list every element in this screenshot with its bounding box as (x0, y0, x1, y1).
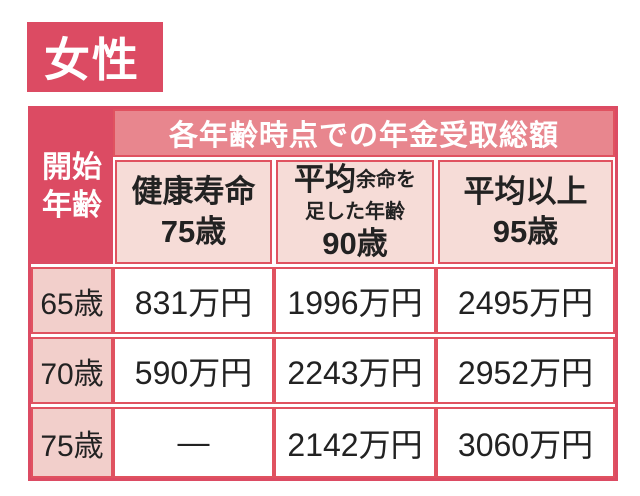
value-75-average: 2142万円 (274, 407, 436, 478)
row-age-65: 65歳 (31, 267, 113, 334)
value-70-above: 2952万円 (436, 337, 615, 404)
value-70-healthy: 590万円 (113, 337, 274, 404)
column-header-age: 75歳 (160, 214, 227, 249)
column-header-title-small2: 足した年齢 (305, 201, 405, 223)
column-header-title-big: 平均 (294, 161, 356, 197)
column-header-healthy-life-75: 健康寿命 75歳 (115, 160, 272, 264)
column-header-age: 95歳 (492, 214, 559, 249)
value-65-average: 1996万円 (274, 267, 436, 334)
value-75-above: 3060万円 (436, 407, 615, 478)
column-header-title: 平均以上 (463, 173, 588, 209)
value-65-healthy: 831万円 (113, 267, 274, 334)
column-header-title-small: 余命を (356, 168, 416, 191)
pension-table: 開始 年齢 各年齢時点での年金受取総額 健康寿命 75歳 平均 余命を 足した年齢… (28, 106, 618, 481)
row-age-70: 70歳 (31, 337, 113, 404)
start-age-header: 開始 年齢 (31, 109, 113, 264)
gender-badge-female: 女性 (27, 22, 163, 92)
value-65-above: 2495万円 (436, 267, 615, 334)
gender-badge-label: 女性 (44, 34, 140, 86)
column-header-above-average-95: 平均以上 95歳 (438, 160, 613, 264)
table-group-header: 各年齢時点での年金受取総額 (113, 109, 615, 157)
value-75-healthy: — (113, 407, 274, 478)
row-age-75: 75歳 (31, 407, 113, 478)
column-header-title: 健康寿命 (131, 173, 256, 209)
column-header-age: 90歳 (322, 226, 388, 261)
value-70-average: 2243万円 (274, 337, 436, 404)
column-header-avg-expectancy-90: 平均 余命を 足した年齢 90歳 (276, 160, 434, 264)
column-header-title: 平均 余命を (294, 160, 416, 200)
